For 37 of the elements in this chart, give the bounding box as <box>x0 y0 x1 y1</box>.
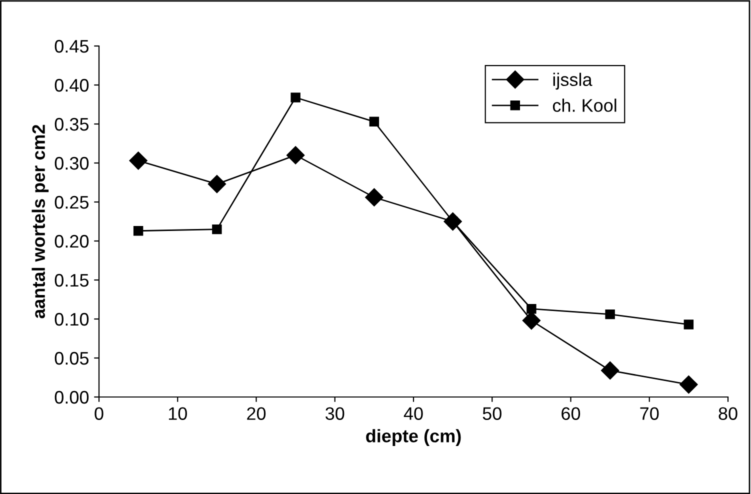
point <box>290 92 300 102</box>
point <box>601 361 620 380</box>
point <box>605 309 615 320</box>
y-tick-label: 0.45 <box>54 40 89 53</box>
point <box>365 188 384 206</box>
point <box>680 375 698 394</box>
point <box>369 116 380 127</box>
x-tick-label: 50 <box>482 407 502 420</box>
point <box>526 304 536 314</box>
legend-label: ch. Kool <box>552 98 616 112</box>
x-tick-label: 30 <box>326 407 344 420</box>
x-tick-label: 40 <box>404 407 423 420</box>
point <box>684 320 694 330</box>
x-axis-title: diepte (cm) <box>366 429 461 446</box>
point <box>286 146 305 164</box>
y-tick-label: 0.40 <box>54 78 89 92</box>
y-tick-label: 0.05 <box>54 352 89 365</box>
point <box>129 152 148 170</box>
y-tick-label: 0.35 <box>54 118 89 131</box>
x-tick-label: 70 <box>640 407 659 420</box>
x-tick-label: 20 <box>247 407 266 420</box>
x-tick-label: 60 <box>562 407 580 420</box>
y-axis-title: aantal wortels per cm2 <box>32 124 49 318</box>
point <box>208 175 226 194</box>
point <box>522 312 540 330</box>
x-tick-label: 80 <box>718 407 738 420</box>
x-tick-label: 0 <box>94 407 104 420</box>
x-tick-label: 10 <box>168 407 187 420</box>
point <box>133 226 144 236</box>
y-tick-label: 0.30 <box>54 156 89 170</box>
y-tick-label: 0.20 <box>54 234 89 248</box>
y-tick-label: 0.00 <box>54 390 89 404</box>
y-tick-label: 0.25 <box>54 196 89 209</box>
y-tick-label: 0.15 <box>54 274 89 287</box>
legend-label: ijssla <box>553 72 592 90</box>
point <box>212 224 222 234</box>
y-tick-label: 0.10 <box>54 312 89 326</box>
